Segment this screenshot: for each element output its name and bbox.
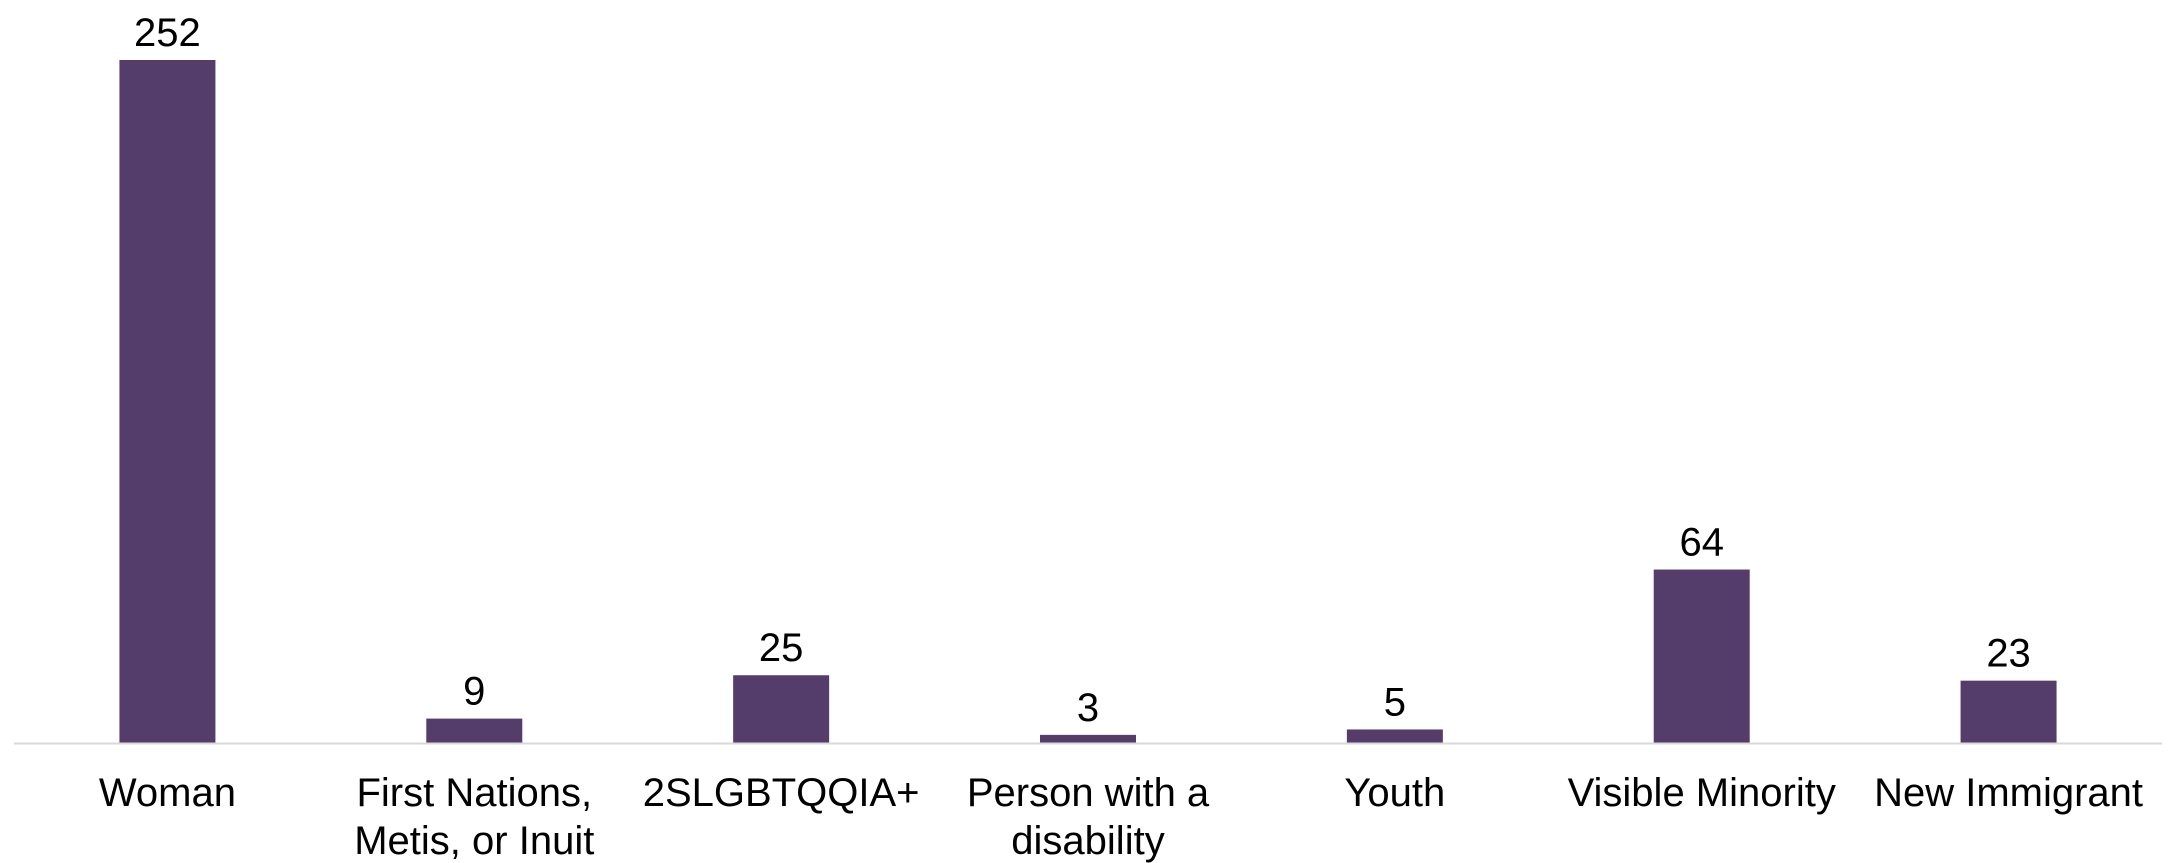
category-label: First Nations, Metis, or Inuit	[354, 771, 594, 863]
data-label: 5	[1384, 680, 1406, 724]
bar	[1653, 569, 1750, 743]
category-labels-group: Woman First Nations, Metis, or Inuit 2SLGBT…	[99, 771, 2143, 863]
category-label: Person with a disability	[967, 771, 1210, 863]
bar	[1040, 734, 1136, 743]
category-label-line: Youth	[1344, 771, 1445, 815]
data-label: 3	[1077, 686, 1099, 730]
data-label: 25	[759, 626, 804, 670]
category-label: 2SLGBTQQIA+	[643, 771, 920, 815]
bar	[1346, 729, 1443, 743]
bar	[733, 675, 830, 743]
category-label: Visible Minority	[1568, 771, 1836, 815]
category-label: New Immigrant	[1874, 771, 2143, 815]
data-label: 23	[1986, 632, 2031, 676]
data-labels-group: 252 9 25 3 5 64 23	[134, 11, 2031, 730]
bars-group	[119, 60, 2057, 743]
data-label: 64	[1679, 521, 1724, 565]
category-label-line: disability	[1011, 819, 1164, 863]
bar	[119, 60, 216, 743]
bar	[426, 718, 523, 743]
data-label: 252	[134, 11, 201, 55]
category-label-line: First Nations,	[356, 771, 592, 815]
data-label: 9	[463, 670, 485, 714]
category-label: Youth	[1344, 771, 1445, 815]
category-label-line: Woman	[99, 771, 236, 815]
category-label: Woman	[99, 771, 236, 815]
category-label-line: Person with a	[967, 771, 1210, 815]
category-label-line: Metis, or Inuit	[354, 819, 594, 863]
category-label-line: Visible Minority	[1568, 771, 1836, 815]
category-label-line: New Immigrant	[1874, 771, 2143, 815]
category-label-line: 2SLGBTQQIA+	[643, 771, 920, 815]
bar	[1960, 680, 2057, 743]
